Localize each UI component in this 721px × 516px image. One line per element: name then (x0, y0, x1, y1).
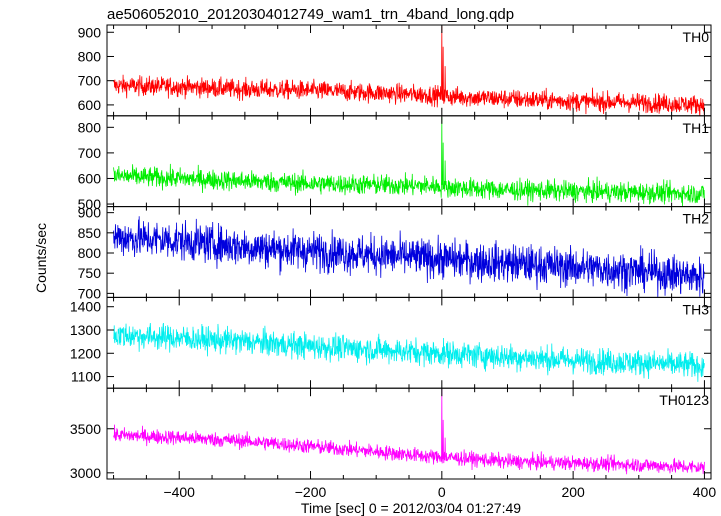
panel-name-label: TH1 (683, 120, 710, 136)
series-line-th1 (113, 117, 705, 207)
series-line-th3 (113, 322, 705, 382)
x-axis-label: Time [sec] 0 = 2012/03/04 01:27:49 (301, 500, 521, 516)
y-tick-label: 500 (78, 196, 102, 212)
panel-name-label: TH0123 (659, 392, 709, 408)
y-axis-label: Counts/sec (33, 223, 49, 293)
x-tick-label: 0 (438, 484, 446, 500)
y-tick-label: 3000 (70, 465, 101, 481)
series-line-th0123 (113, 389, 705, 475)
panel-th0: 600 700 800 900 TH0 (78, 24, 712, 117)
chart-title: ae506052010_20120304012749_wam1_trn_4ban… (107, 6, 514, 23)
y-tick-label: 750 (78, 265, 102, 281)
y-tick-label: 800 (78, 119, 102, 135)
panels-group: 600 700 800 900 TH0 500 600 700 800 TH1 700 750 800 8… (70, 24, 716, 500)
y-tick-label: 800 (78, 48, 102, 64)
panel-name-label: TH0 (683, 29, 710, 45)
y-tick-label: 700 (78, 145, 102, 161)
y-tick-label: 1100 (71, 369, 101, 385)
panel-th1: 500 600 700 800 TH1 (78, 115, 712, 212)
series-line-th0 (113, 26, 705, 116)
y-tick-label: 900 (78, 24, 102, 40)
panel-th3: 1100 1200 1300 1400 TH3 (70, 296, 712, 389)
y-tick-label: 600 (78, 97, 102, 113)
panel-frame (106, 206, 712, 298)
y-tick-label: 600 (78, 170, 102, 186)
y-tick-label: 1200 (70, 345, 101, 361)
y-tick-label: 700 (78, 73, 102, 89)
panel-th0123: 3000 3500 TH0123 (70, 387, 712, 481)
y-tick-label: 1300 (70, 322, 101, 338)
x-tick-label: −200 (295, 484, 327, 500)
panel-th2: 700 750 800 850 900 TH2 (78, 205, 712, 301)
panel-name-label: TH3 (683, 301, 710, 317)
panel-name-label: TH2 (683, 211, 710, 227)
y-tick-label: 700 (78, 285, 102, 301)
x-tick-label: −400 (163, 484, 195, 500)
x-tick-label: 200 (561, 484, 585, 500)
y-tick-label: 1400 (70, 299, 101, 315)
y-tick-label: 900 (78, 205, 102, 221)
series-line-th2 (113, 216, 705, 298)
y-tick-label: 850 (78, 225, 102, 241)
y-tick-label: 800 (78, 245, 102, 261)
x-tick-label: 400 (693, 484, 717, 500)
y-tick-label: 3500 (70, 421, 101, 437)
